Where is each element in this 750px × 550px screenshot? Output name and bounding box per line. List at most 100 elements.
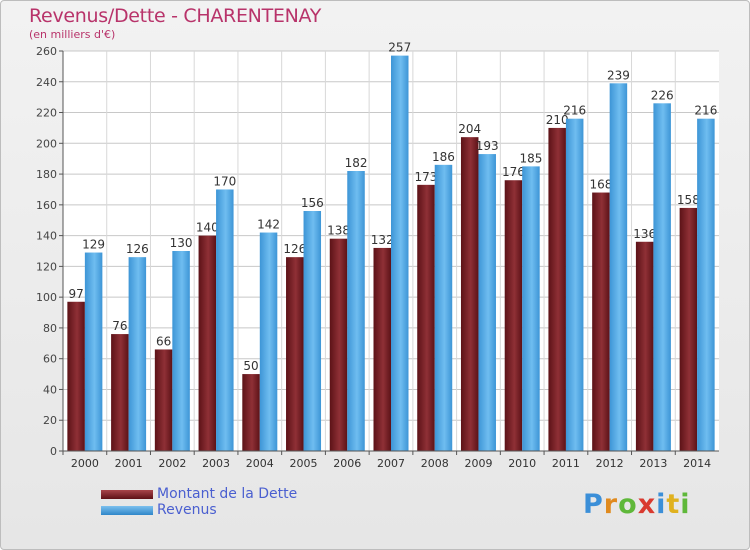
data-label-dette: 50 <box>243 359 258 373</box>
bar-revenus <box>478 154 496 452</box>
chart-title: Revenus/Dette - CHARENTENAY <box>29 5 322 27</box>
data-label-revenus: 126 <box>126 242 149 256</box>
y-tick-label: 260 <box>36 45 57 58</box>
x-tick-label: 2000 <box>71 457 99 470</box>
y-tick-label: 60 <box>43 353 57 366</box>
bar-revenus <box>434 164 453 451</box>
y-tick-label: 200 <box>36 137 57 150</box>
x-tick-label: 2003 <box>202 457 230 470</box>
x-tick-label: 2010 <box>508 457 536 470</box>
bar-dette <box>460 137 479 451</box>
chart-subtitle: (en milliers d'€) <box>29 28 116 41</box>
bar-dette <box>373 247 391 451</box>
bar-dette <box>198 235 217 451</box>
data-label-revenus: 216 <box>694 104 717 118</box>
data-label-dette: 173 <box>415 170 438 184</box>
x-tick-label: 2009 <box>464 457 492 470</box>
data-label-revenus: 170 <box>213 174 236 188</box>
bar-chart: 0 20 40 60 80 100 120 140 160 180 200 220 240 260 97 1… <box>36 41 719 470</box>
x-axis: 2000 2001 2002 2003 2004 2005 2006 2007 2008 2009… <box>62 450 719 470</box>
bar-dette <box>548 127 566 451</box>
logo-letter: o <box>618 489 638 520</box>
bar-revenus <box>697 118 715 451</box>
logo-letter: x <box>637 489 657 520</box>
data-label-dette: 204 <box>458 122 481 136</box>
x-tick-label: 2006 <box>333 457 361 470</box>
data-label-revenus: 239 <box>607 68 630 82</box>
data-label-revenus: 257 <box>388 41 411 55</box>
data-label-dette: 140 <box>196 221 219 235</box>
bar-dette <box>504 180 523 451</box>
x-tick-label: 2013 <box>639 457 667 470</box>
x-tick-label: 2001 <box>115 457 143 470</box>
bar-revenus <box>347 171 365 451</box>
legend-swatch-dette <box>101 490 153 499</box>
proxiti-logo: Proxiti <box>583 489 691 520</box>
data-label-dette: 138 <box>327 224 350 238</box>
bar-revenus <box>522 166 540 451</box>
data-label-dette: 136 <box>633 227 656 241</box>
bar-dette <box>242 374 260 451</box>
bar-dette <box>67 301 85 451</box>
data-label-dette: 132 <box>371 233 394 247</box>
bar-revenus <box>653 103 671 452</box>
y-tick-label: 100 <box>36 291 57 304</box>
bar-revenus <box>565 118 584 451</box>
logo-letter: i <box>680 489 691 520</box>
y-tick-label: 80 <box>43 322 57 335</box>
y-tick-label: 20 <box>43 414 57 427</box>
x-tick-label: 2002 <box>158 457 186 470</box>
x-tick-label: 2012 <box>596 457 624 470</box>
data-label-dette: 76 <box>112 319 127 333</box>
bar-dette <box>592 192 610 452</box>
data-label-revenus: 142 <box>257 218 280 232</box>
y-tick-label: 180 <box>36 168 57 181</box>
x-tick-label: 2004 <box>246 457 274 470</box>
x-tick-label: 2005 <box>290 457 318 470</box>
data-label-revenus: 216 <box>563 104 586 118</box>
x-tick-label: 2007 <box>377 457 405 470</box>
bar-revenus <box>172 251 190 451</box>
x-tick-label: 2008 <box>421 457 449 470</box>
bar-dette <box>635 241 654 451</box>
bar-revenus <box>128 257 147 451</box>
data-label-revenus: 226 <box>651 88 674 102</box>
y-axis: 0 20 40 60 80 100 120 140 160 180 200 220 240 260 <box>36 45 64 458</box>
x-tick-label: 2011 <box>552 457 580 470</box>
bar-dette <box>329 238 348 451</box>
bar-revenus <box>391 55 409 451</box>
data-label-revenus: 156 <box>301 196 324 210</box>
y-tick-label: 120 <box>36 260 57 273</box>
bar-revenus <box>303 211 322 451</box>
data-label-revenus: 186 <box>432 150 455 164</box>
data-label-dette: 66 <box>156 334 171 348</box>
legend-label-revenus: Revenus <box>157 502 217 518</box>
data-label-dette: 158 <box>677 193 700 207</box>
logo-letter: t <box>666 489 681 520</box>
bar-revenus <box>259 232 278 451</box>
bars: 9712976126661301401705014212615613818213… <box>67 41 717 452</box>
y-tick-label: 140 <box>36 230 57 243</box>
y-tick-label: 240 <box>36 76 57 89</box>
y-tick-label: 40 <box>43 383 57 396</box>
legend-label-dette: Montant de la Dette <box>157 486 298 502</box>
data-label-revenus: 185 <box>519 151 542 165</box>
y-tick-label: 160 <box>36 199 57 212</box>
data-label-revenus: 129 <box>82 238 105 252</box>
bar-dette <box>111 334 129 451</box>
data-label-revenus: 182 <box>345 156 368 170</box>
legend-swatch-revenus <box>101 506 153 515</box>
bar-dette <box>154 349 173 451</box>
data-label-dette: 126 <box>283 242 306 256</box>
y-tick-label: 0 <box>50 445 57 458</box>
bar-dette <box>679 207 698 451</box>
bar-revenus <box>609 83 628 452</box>
data-label-revenus: 130 <box>170 236 193 250</box>
data-label-dette: 210 <box>546 113 569 127</box>
bar-revenus <box>216 189 234 451</box>
x-tick-label: 2014 <box>683 457 711 470</box>
bar-dette <box>417 184 435 451</box>
data-label-dette: 168 <box>589 178 612 192</box>
data-label-revenus: 193 <box>476 139 499 153</box>
